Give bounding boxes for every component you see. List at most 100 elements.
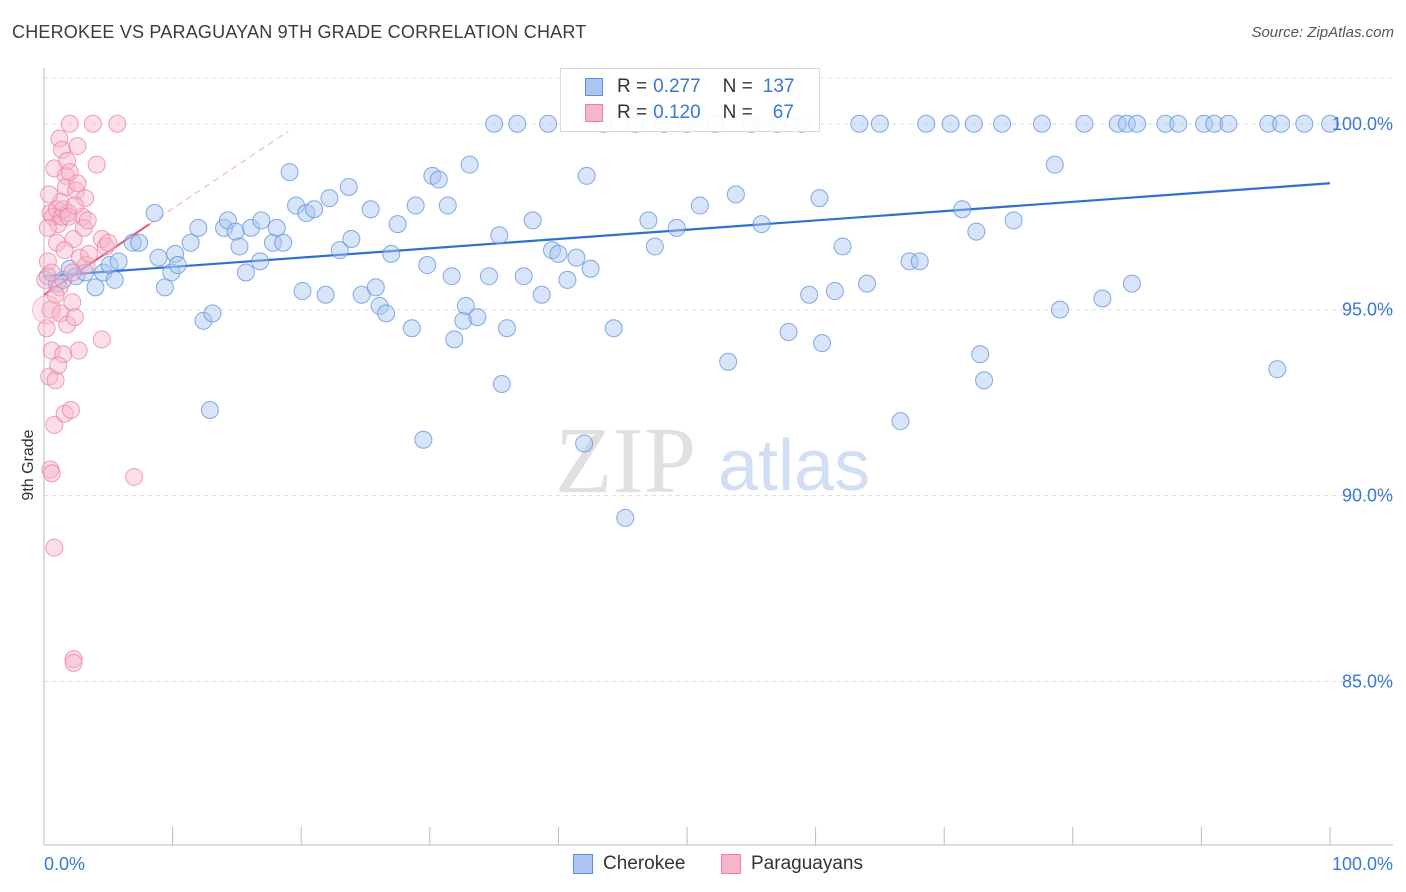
cherokee-point xyxy=(1122,274,1141,293)
paraguayans-point xyxy=(60,114,79,133)
cherokee-point xyxy=(236,263,255,282)
cherokee-point xyxy=(492,375,511,394)
paraguayans-point xyxy=(69,341,88,360)
cherokee-point xyxy=(485,114,504,133)
cherokee-point xyxy=(1075,114,1094,133)
cherokee-point xyxy=(168,256,187,275)
paraguayans-point xyxy=(45,415,64,434)
cherokee-point xyxy=(388,215,407,234)
cherokee-point xyxy=(870,114,889,133)
cherokee-point xyxy=(166,244,185,263)
cherokee-point xyxy=(460,155,479,174)
cherokee-point xyxy=(858,274,877,293)
paraguayans-point xyxy=(45,538,64,557)
legend-item-cherokee[interactable]: Cherokee xyxy=(573,852,685,876)
cherokee-point xyxy=(523,211,542,230)
cherokee-point xyxy=(667,218,686,237)
cherokee-point xyxy=(149,248,168,267)
cherokee-point xyxy=(971,345,990,364)
y-tick-label: 95.0% xyxy=(1342,300,1393,320)
paraguayans-legend-swatch-icon xyxy=(721,854,741,874)
tick-labels: 85.0% 90.0% 95.0% 100.0% 0.0% 100.0% xyxy=(44,114,1393,874)
cherokee-point xyxy=(293,282,312,301)
paraguayans-point xyxy=(36,270,55,289)
cherokee-point xyxy=(181,233,200,252)
cherokee-point xyxy=(514,267,533,286)
legend-item-paraguayans[interactable]: Paraguayans xyxy=(721,852,863,876)
paraguayans-point xyxy=(68,174,87,193)
cherokee-point xyxy=(833,237,852,256)
paraguayans-point xyxy=(51,304,70,323)
cherokee-point xyxy=(382,244,401,263)
legend-label-paraguayans: Paraguayans xyxy=(751,853,863,874)
paraguayans-point xyxy=(68,137,87,156)
grid-lines xyxy=(44,77,1393,682)
cherokee-point xyxy=(825,282,844,301)
cherokee-point xyxy=(468,308,487,327)
cherokee-point xyxy=(567,248,586,267)
paraguayans-point xyxy=(87,155,106,174)
x-tick-label: 100.0% xyxy=(1332,854,1393,874)
cherokee-point xyxy=(508,114,527,133)
cherokee-point xyxy=(361,200,380,219)
paraguayans-point xyxy=(58,315,77,334)
cherokee-point xyxy=(690,196,709,215)
cherokee-point xyxy=(577,166,596,185)
cherokee-point xyxy=(967,222,986,241)
paraguayans-point xyxy=(40,185,59,204)
cherokee-point xyxy=(320,189,339,208)
cherokee-point xyxy=(1205,114,1224,133)
y-tick-label: 85.0% xyxy=(1342,671,1393,691)
cherokee-point xyxy=(964,114,983,133)
paraguayans-point xyxy=(108,114,127,133)
cherokee-point xyxy=(263,233,282,252)
paraguayans-point xyxy=(78,211,97,230)
cherokee-point xyxy=(900,252,919,271)
paraguayans-point xyxy=(53,140,72,159)
chart-title: CHEROKEE VS PARAGUAYAN 9TH GRADE CORRELA… xyxy=(12,22,587,42)
cherokee-point xyxy=(1045,155,1064,174)
cherokee-point xyxy=(1219,114,1238,133)
cherokee-point xyxy=(438,196,457,215)
cherokee-point xyxy=(604,319,623,338)
r-value: 0.120 xyxy=(653,102,701,123)
paraguayans-point xyxy=(55,241,74,260)
cherokee-point xyxy=(251,252,270,271)
paraguayans-point xyxy=(67,181,86,200)
cherokee-point xyxy=(414,430,433,449)
cherokee-point xyxy=(105,270,124,289)
cherokee-point xyxy=(200,401,219,420)
cherokee-point xyxy=(539,114,558,133)
paraguayans-point xyxy=(47,233,66,252)
paraguayans-point xyxy=(42,263,61,282)
cherokee-point xyxy=(316,285,335,304)
cherokee-point xyxy=(155,278,174,297)
cherokee-point xyxy=(1128,114,1147,133)
paraguayans-point xyxy=(46,371,65,390)
cherokee-point xyxy=(490,226,509,245)
cherokee-point xyxy=(1032,114,1051,133)
cherokee-point xyxy=(305,200,324,219)
cherokee-legend-swatch-icon xyxy=(573,854,593,874)
cherokee-point xyxy=(267,218,286,237)
cherokee-point xyxy=(330,241,349,260)
paraguayans-point xyxy=(50,129,69,148)
y-tick-label: 90.0% xyxy=(1342,486,1393,506)
cherokee-point xyxy=(402,319,421,338)
paraguayans-trend-line xyxy=(43,223,151,296)
cherokee-point xyxy=(194,311,213,330)
cherokee-point xyxy=(242,218,261,237)
cherokee-point xyxy=(203,304,222,323)
cherokee-point xyxy=(406,196,425,215)
cherokee-point xyxy=(558,270,577,289)
paraguayans-point xyxy=(80,244,99,263)
n-value: 67 xyxy=(772,102,794,123)
cherokee-point xyxy=(86,278,105,297)
paraguayans-point xyxy=(71,248,90,267)
paraguayans-point xyxy=(64,653,83,672)
cherokee-point xyxy=(1093,289,1112,308)
cherokee-point xyxy=(810,189,829,208)
paraguayans-point xyxy=(42,341,61,360)
cherokee-point xyxy=(1004,211,1023,230)
paraguayans-point xyxy=(62,401,81,420)
